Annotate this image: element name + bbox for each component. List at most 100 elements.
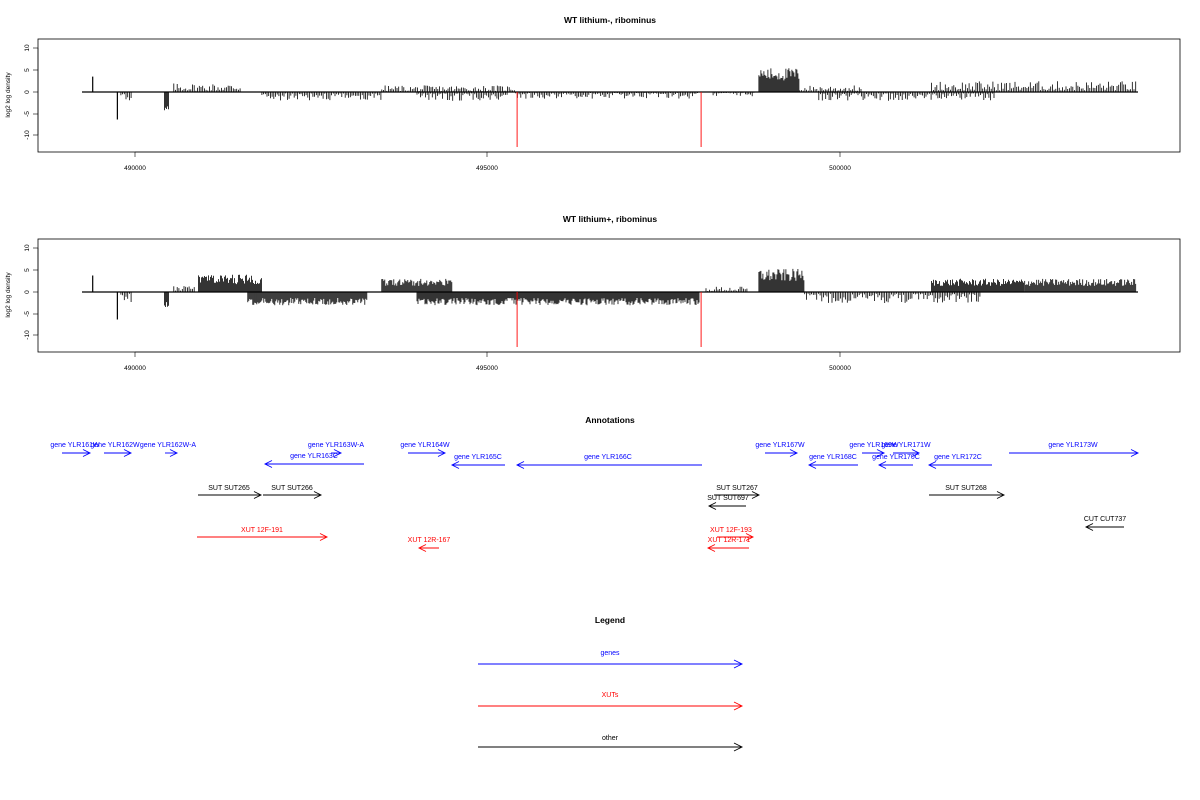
- legend-arrowhead: [733, 742, 744, 752]
- other-feature: SUT SUT266: [263, 485, 323, 499]
- gene-label: gene YLR166C: [584, 454, 632, 461]
- other-arrowhead: [996, 491, 1006, 499]
- gene-feature: gene YLR163W-A: [308, 442, 364, 457]
- xut-feature: XUT 12R-167: [408, 537, 451, 552]
- legend-label: XUTs: [602, 692, 619, 699]
- position-markers: [516, 92, 702, 147]
- gene-feature: gene YLR168C: [807, 454, 858, 469]
- other-label: SUT SUT266: [271, 485, 313, 492]
- other-arrowhead: [707, 502, 717, 510]
- gene-feature: gene YLR170C: [872, 454, 920, 469]
- xut-label: XUT 12R-171: [708, 537, 751, 544]
- gene-feature: gene YLR169W: [849, 442, 899, 457]
- legend-item-xuts: XUTs: [478, 692, 744, 711]
- other-feature: SUT SUT265: [198, 485, 263, 499]
- y-tick-label: 0: [24, 290, 31, 294]
- gene-arrowhead: [169, 449, 179, 457]
- y-axis-label: log2 log density: [5, 272, 12, 318]
- x-tick-label: 490000: [124, 165, 146, 172]
- gene-arrowhead: [927, 461, 937, 469]
- xut-feature: XUT 12F-191: [197, 527, 329, 541]
- position-markers: [516, 292, 702, 347]
- legend-label: genes: [600, 650, 620, 657]
- other-feature: SUT SUT697: [707, 495, 749, 510]
- gene-feature: gene YLR162W: [90, 442, 140, 457]
- legend-title: Legend: [595, 615, 625, 625]
- legend-arrowhead: [733, 701, 744, 711]
- gene-label: gene YLR163C: [290, 453, 338, 460]
- y-tick-label: -10: [24, 130, 31, 140]
- y-tick-label: -5: [24, 111, 31, 117]
- gene-feature: gene YLR163C: [263, 453, 364, 468]
- gene-label: gene YLR168C: [809, 454, 857, 461]
- y-axis: 10 5 0 -5 -10: [24, 244, 39, 340]
- gene-feature: gene YLR167W: [755, 442, 805, 457]
- x-tick-label: 500000: [829, 365, 851, 372]
- gene-arrowhead: [450, 461, 460, 469]
- other-feature: SUT SUT268: [929, 485, 1006, 499]
- y-axis-label: log2 log density: [5, 72, 12, 118]
- y-tick-label: -5: [24, 311, 31, 317]
- y-axis: 10 5 0 -5 -10: [24, 44, 39, 140]
- gene-label: gene YLR169W: [849, 442, 899, 449]
- gene-label: gene YLR164W: [400, 442, 450, 449]
- gene-label: gene YLR161W: [50, 442, 100, 449]
- gene-feature: gene YLR162W-A: [140, 442, 196, 457]
- other-label: SUT SUT265: [208, 485, 250, 492]
- gene-label: gene YLR171W: [881, 442, 931, 449]
- gene-arrowhead: [807, 461, 817, 469]
- xut-feature: XUT 12F-193: [710, 527, 755, 541]
- y-tick-label: 10: [24, 244, 31, 252]
- gene-label: gene YLR165C: [454, 454, 502, 461]
- gene-label: gene YLR167W: [755, 442, 805, 449]
- track-panel-lithium-minus: WT lithium-, ribominus log2 log density …: [5, 15, 1181, 172]
- gene-arrowhead: [82, 449, 92, 457]
- gene-feature: gene YLR166C: [515, 454, 702, 469]
- gene-label: gene YLR170C: [872, 454, 920, 461]
- gene-arrowhead: [437, 449, 447, 457]
- y-tick-label: 0: [24, 90, 31, 94]
- other-arrowhead: [751, 491, 761, 499]
- gene-arrowhead: [1130, 449, 1140, 457]
- other-arrowhead: [313, 491, 323, 499]
- gene-arrowhead: [515, 461, 525, 469]
- gene-arrowhead: [263, 460, 273, 468]
- gene-feature: gene YLR165C: [450, 454, 505, 469]
- other-label: CUT CUT737: [1084, 516, 1126, 523]
- other-arrowhead: [1084, 523, 1094, 531]
- y-tick-label: -10: [24, 330, 31, 340]
- xut-arrowhead: [417, 544, 427, 552]
- gene-label: gene YLR172C: [934, 454, 982, 461]
- other-label: SUT SUT268: [945, 485, 987, 492]
- other-feature: CUT CUT737: [1084, 516, 1126, 531]
- gene-arrowhead: [877, 461, 887, 469]
- x-axis: 490000 495000 500000: [124, 351, 851, 372]
- xut-arrowhead: [706, 544, 716, 552]
- x-tick-label: 490000: [124, 365, 146, 372]
- legend-arrowhead: [733, 659, 744, 669]
- gene-arrowhead: [789, 449, 799, 457]
- gene-arrowhead: [876, 449, 886, 457]
- gene-feature: gene YLR172C: [927, 454, 992, 469]
- x-tick-label: 500000: [829, 165, 851, 172]
- annotations-title: Annotations: [585, 415, 635, 425]
- panel-title: WT lithium+, ribominus: [563, 214, 657, 224]
- other-feature: SUT SUT267: [714, 485, 761, 499]
- y-tick-label: 10: [24, 44, 31, 52]
- gene-arrowhead: [123, 449, 133, 457]
- xut-arrowhead: [319, 533, 329, 541]
- legend-item-other: other: [478, 735, 744, 752]
- y-tick-label: 5: [24, 268, 31, 272]
- xut-label: XUT 12R-167: [408, 537, 451, 544]
- gene-arrowhead: [911, 449, 921, 457]
- xut-arrowhead: [745, 533, 755, 541]
- xut-label: XUT 12F-191: [241, 527, 283, 534]
- gene-label: gene YLR162W: [90, 442, 140, 449]
- legend-label: other: [602, 735, 619, 742]
- other-label: SUT SUT697: [707, 495, 749, 502]
- other-label: SUT SUT267: [716, 485, 758, 492]
- track-panel-lithium-plus: WT lithium+, ribominus log2 log density …: [5, 214, 1181, 372]
- gene-arrowhead: [333, 449, 343, 457]
